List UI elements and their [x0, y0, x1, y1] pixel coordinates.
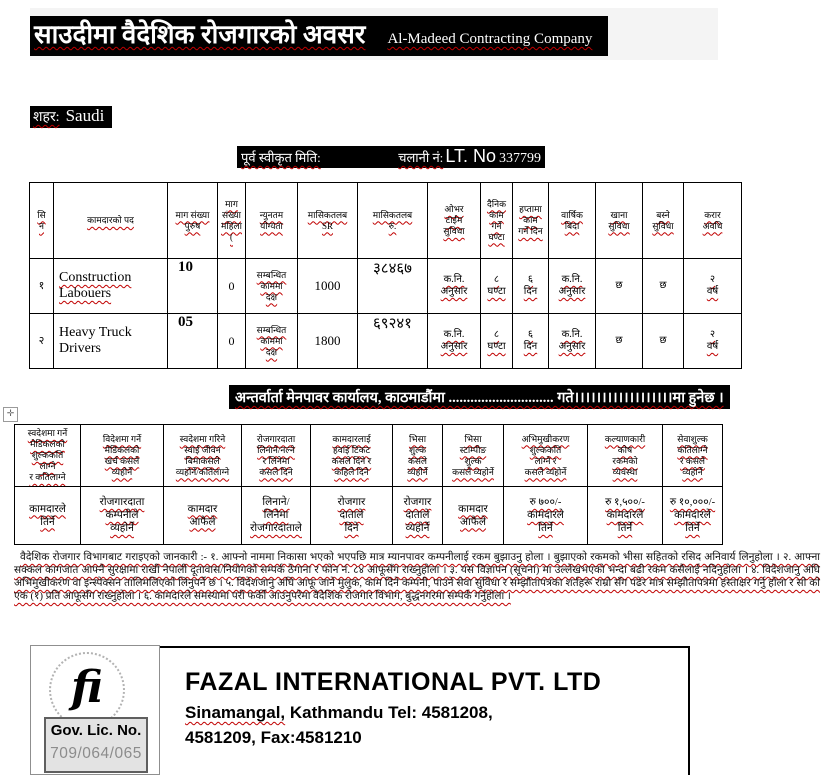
- data-cell: 05: [167, 313, 218, 369]
- footer-border: [160, 646, 690, 775]
- data-cell: रोजगार दाताले दिने: [310, 486, 393, 545]
- license-number: 709/064/065: [50, 745, 142, 762]
- lt-no-value: 337799: [499, 151, 541, 166]
- page-title: साउदीमा वैदेशिक रोजगारको अवसर: [34, 20, 366, 49]
- city-value: Saudi: [65, 106, 105, 125]
- table-move-handle-icon[interactable]: ✛: [3, 407, 18, 422]
- header-cell: सेवाशुल्क कतिलाग्ने र कसले व्यहोर्ने: [662, 424, 723, 487]
- header-cell: दैनिक काम गर्ने घण्टा: [480, 182, 513, 259]
- header-cell: रोजगारदाता लिनाने/नल्ने र लिनेमा कसले दि…: [241, 424, 311, 487]
- data-cell: 0: [217, 258, 246, 314]
- data-cell: क.नि. अनुसार: [427, 313, 481, 369]
- license-label: Gov. Lic. No.: [50, 722, 142, 739]
- header-cell: बस्ने सुविधा: [642, 182, 684, 259]
- data-cell: 10: [167, 258, 218, 314]
- data-cell: २: [29, 313, 54, 369]
- data-cell: 1000: [297, 258, 358, 314]
- city-label: शहर:: [33, 110, 60, 125]
- data-cell: रोजगार दाताले व्यहोर्ने: [392, 486, 443, 545]
- data-cell: कामदार आफैले: [442, 486, 504, 545]
- data-cell: कामदार आफैले: [163, 486, 242, 545]
- data-cell: 1800: [297, 313, 358, 369]
- data-cell: Construction Labouers: [53, 258, 168, 314]
- table-row: १ Construction Labouers 10 0 सम्बन्धित काममा…: [29, 258, 742, 314]
- agency-address-rest: Kathmandu Tel: 4581208,: [285, 703, 493, 722]
- agency-name: FAZAL INTERNATIONAL PVT. LTD: [185, 668, 602, 696]
- header-cell: हप्तामा काम गर्ने दिन: [512, 182, 549, 259]
- data-cell: २ वर्ष: [683, 313, 742, 369]
- data-cell: क.नि. अनुसार: [548, 258, 596, 314]
- header-cell: मासिकतलब रु.: [357, 182, 428, 259]
- header-cell: न्युनतम योग्यता: [245, 182, 298, 259]
- header-cell: स्वदेशमा गर्ने मेडिकलको शुल्ककति लाग्ने …: [14, 424, 81, 487]
- fees-table: स्वदेशमा गर्ने मेडिकलको शुल्ककति लाग्ने …: [14, 424, 723, 545]
- data-cell: क.नि. अनुसार: [548, 313, 596, 369]
- data-cell: छ: [595, 313, 643, 369]
- data-cell: ८ घण्टा: [480, 258, 513, 314]
- license-box: Gov. Lic. No. 709/064/065: [44, 717, 148, 773]
- data-cell: ३८४६७: [357, 258, 428, 314]
- logo-monogram-icon: fi: [71, 661, 103, 713]
- header-cell: मासिकतलब SR: [297, 182, 358, 259]
- header-cell: माग संख्या महिला (: [217, 182, 246, 259]
- chalani-number-label: चलानी नं:: [398, 150, 444, 165]
- jobs-table: सि न कामदारको पद माग संख्या पुरुष माग संख्य…: [29, 182, 742, 369]
- header-cell: करार अवधि: [683, 182, 742, 259]
- approval-bar: पूर्व स्वीकृत मिति: चलानी नं: LT. No 337…: [237, 146, 545, 168]
- header-cell: कल्याणकारी कोष रकमको व्यवस्था: [587, 424, 663, 487]
- header-cell: सि न: [29, 182, 54, 259]
- header-cell: भिसा स्टाम्पीङ शुल्क कसले व्यहोर्ने: [442, 424, 504, 487]
- data-cell: छ: [642, 258, 684, 314]
- data-cell: रु १०,०००/- कामदारले तिर्ने: [662, 486, 723, 545]
- header-cell: वार्षिक बिदा: [548, 182, 596, 259]
- interview-line: अन्तर्वार्ता मेनपावर कार्यालय, काठमाडौंम…: [235, 390, 724, 406]
- table-row: कामदारले तिर्ने रोजगारदाता कम्पनीले व्यहो…: [14, 486, 723, 545]
- agency-address-city: Sinamangal,: [185, 703, 286, 722]
- data-cell: १: [29, 258, 54, 314]
- data-cell: रु १,५००/- कामदारले तिर्ने: [587, 486, 663, 545]
- pre-approval-date-label: पूर्व स्वीकृत मिति:: [241, 150, 321, 165]
- data-cell: रोजगारदाता कम्पनीले व्यहोर्ने: [80, 486, 164, 545]
- city-line: शहर: Saudi: [30, 106, 113, 128]
- agency-address-line1: Sinamangal, Kathmandu Tel: 4581208,: [185, 703, 493, 723]
- data-cell: छ: [642, 313, 684, 369]
- data-cell: सम्बन्धित काममा दक्ष: [245, 258, 298, 314]
- header-cell: कामदारको पद: [53, 182, 168, 259]
- interview-bar: अन्तर्वार्ता मेनपावर कार्यालय, काठमाडौंम…: [229, 385, 730, 409]
- header-cell: अभिमुखीकरण शुल्ककति लाग्ने र कसले व्यहोर…: [503, 424, 588, 487]
- data-cell: 0: [217, 313, 246, 369]
- data-cell: ६९२४१: [357, 313, 428, 369]
- header-cell: स्वदेशमा गरिने स्वाई जीवन बिमाकसले व्यहो…: [163, 424, 242, 487]
- agency-logo-box: fi Gov. Lic. No. 709/064/065: [30, 645, 160, 775]
- header-cell: भिसा शुल्क कसले व्यहोर्ने: [392, 424, 443, 487]
- table-header-row: सि न कामदारको पद माग संख्या पुरुष माग संख्य…: [29, 182, 742, 259]
- header-cell: कामदारलाई हवाई टिकट कसले दिने र कहिले दि…: [310, 424, 393, 487]
- table-header-row: स्वदेशमा गर्ने मेडिकलको शुल्ककति लाग्ने …: [14, 424, 723, 487]
- data-cell: क.नि. अनुसार: [427, 258, 481, 314]
- data-cell: ८ घण्टा: [480, 313, 513, 369]
- header-cell: ओभर टाईम सुविधा: [427, 182, 481, 259]
- header-cell: खाना सुविधा: [595, 182, 643, 259]
- data-cell: सम्बन्धित काममा दक्ष: [245, 313, 298, 369]
- employer-company-name: Al-Madeed Contracting Company: [387, 31, 593, 47]
- data-cell: छ: [595, 258, 643, 314]
- lt-no-label: LT. No: [445, 146, 496, 166]
- header-cell: माग संख्या पुरुष: [167, 182, 218, 259]
- table-row: २ Heavy Truck Drivers 05 0 सम्बन्धित काममा द…: [29, 313, 742, 369]
- data-cell: रु ७००/- कामदारले तिर्ने: [503, 486, 588, 545]
- title-bar: साउदीमा वैदेशिक रोजगारको अवसर Al-Madeed …: [30, 16, 608, 56]
- dofe-notice-paragraph: वैदेशिक रोजगार विभागबाट गराइएको जानकारी …: [14, 552, 820, 602]
- data-cell: ६ दिन: [512, 258, 549, 314]
- agency-address-line2: 4581209, Fax:4581210: [185, 728, 362, 747]
- data-cell: २ वर्ष: [683, 258, 742, 314]
- data-cell: ६ दिन: [512, 313, 549, 369]
- data-cell: Heavy Truck Drivers: [53, 313, 168, 369]
- header-cell: विदेशमा गर्ने मेडिकलको खर्च कसले व्यहोर्…: [80, 424, 164, 487]
- data-cell: कामदारले तिर्ने: [14, 486, 81, 545]
- data-cell: लिनाने/ लिनेमा रोजगारदाताले: [241, 486, 311, 545]
